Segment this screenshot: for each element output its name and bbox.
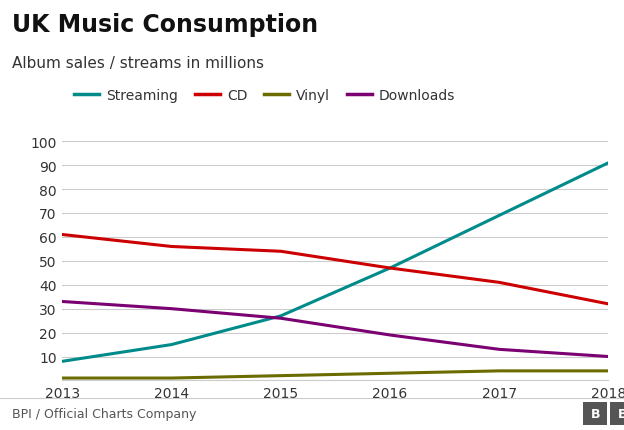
Text: UK Music Consumption: UK Music Consumption xyxy=(12,13,319,37)
Text: BPI / Official Charts Company: BPI / Official Charts Company xyxy=(12,407,197,420)
Text: B: B xyxy=(590,407,600,420)
Text: B: B xyxy=(617,407,624,420)
Legend: Streaming, CD, Vinyl, Downloads: Streaming, CD, Vinyl, Downloads xyxy=(69,83,461,108)
Text: Album sales / streams in millions: Album sales / streams in millions xyxy=(12,56,265,71)
